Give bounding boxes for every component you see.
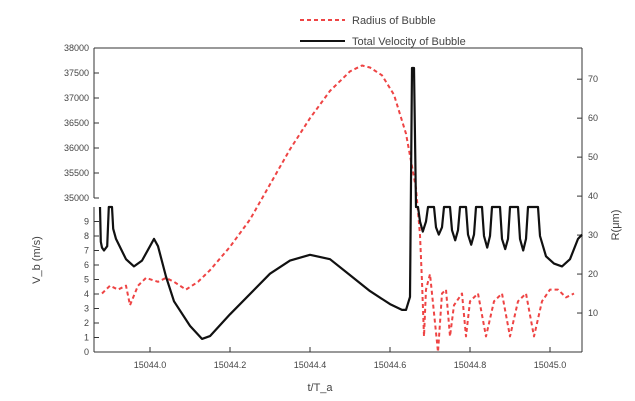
y-left-tick-label: 6	[84, 260, 89, 270]
plot-frame	[93, 47, 583, 353]
x-tick-label: 15044.0	[134, 360, 167, 370]
y-right-tick-label: 20	[588, 269, 598, 279]
y-left-upper-tick-label: 35000	[64, 193, 89, 203]
y-left-tick-label: 1	[84, 333, 89, 343]
y-right-tick-label: 40	[588, 191, 598, 201]
y-left-upper-tick-label: 36500	[64, 118, 89, 128]
y-left-tick-label: 0	[84, 347, 89, 357]
radius-series-line	[101, 64, 575, 353]
series-layer	[98, 64, 583, 353]
y-right-tick-label: 30	[588, 230, 598, 240]
x-tick-label: 15044.2	[214, 360, 247, 370]
y-left-upper-tick-label: 37000	[64, 93, 89, 103]
legend: Radius of Bubble Total Velocity of Bubbl…	[300, 15, 466, 48]
x-tick-label: 15045.0	[534, 360, 567, 370]
bottom-axis: 15044.0 15044.2 15044.4 15044.6 15044.8 15045…	[134, 347, 567, 370]
velocity-series-line	[98, 66, 583, 340]
y-right-axis-title: R(μm)	[610, 210, 622, 241]
y-right-tick-label: 70	[588, 74, 598, 84]
y-left-tick-label: 9	[84, 217, 89, 227]
x-tick-label: 15044.4	[294, 360, 327, 370]
y-left-tick-label: 3	[84, 304, 89, 314]
right-axis: 10 20 30 40 50 60 70	[577, 74, 598, 318]
y-left-tick-label: 5	[84, 275, 89, 285]
y-left-upper-tick-label: 37500	[64, 68, 89, 78]
y-right-tick-label: 10	[588, 308, 598, 318]
x-tick-label: 15044.8	[454, 360, 487, 370]
y-left-axis-title: V_b (m/s)	[31, 236, 43, 284]
y-left-tick-label: 8	[84, 231, 89, 241]
x-tick-label: 15044.6	[374, 360, 407, 370]
y-right-tick-label: 60	[588, 113, 598, 123]
y-left-tick-label: 7	[84, 246, 89, 256]
y-left-tick-label: 4	[84, 289, 89, 299]
y-left-upper-tick-label: 38000	[64, 43, 89, 53]
y-left-tick-label: 2	[84, 318, 89, 328]
legend-label-radius: Radius of Bubble	[352, 15, 436, 27]
left-axis: 0 1 2 3 4 5 6 7 8 9 35000 35500 36000 36500 37000 37500…	[64, 43, 99, 357]
legend-label-velocity: Total Velocity of Bubble	[352, 36, 466, 48]
x-axis-title: t/T_a	[307, 382, 333, 394]
y-left-upper-tick-label: 36000	[64, 143, 89, 153]
y-right-tick-label: 50	[588, 152, 598, 162]
y-left-upper-tick-label: 35500	[64, 168, 89, 178]
